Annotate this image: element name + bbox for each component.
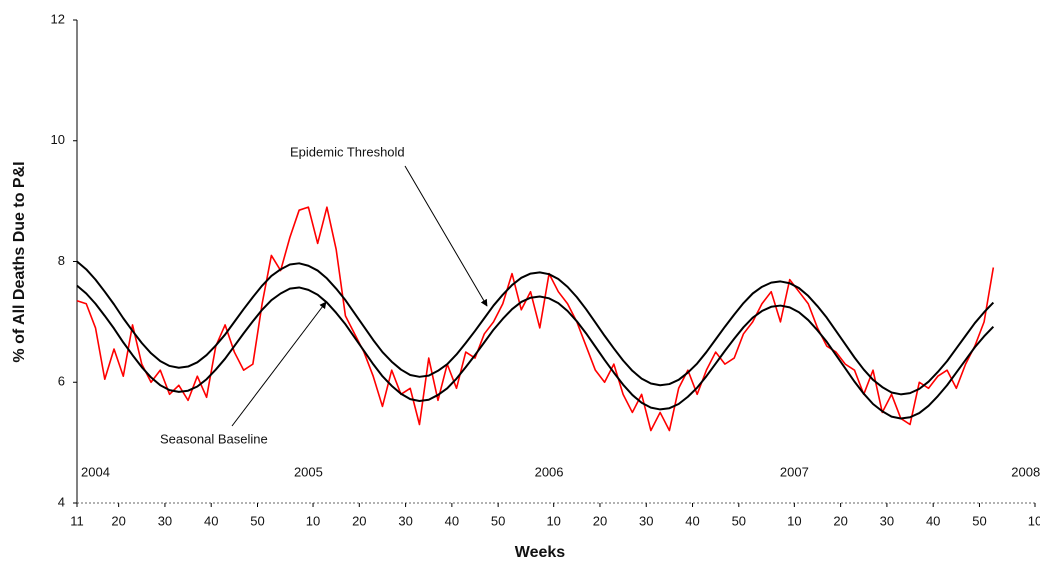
x-tick-label: 20 <box>833 513 847 528</box>
x-tick-label: 40 <box>204 513 218 528</box>
x-tick-label: 20 <box>352 513 366 528</box>
x-tick-label: 50 <box>732 513 746 528</box>
annotation-arrow <box>231 301 327 427</box>
annotation: Seasonal Baseline <box>160 431 268 446</box>
y-tick-label: 6 <box>58 374 65 389</box>
x-tick-label: 50 <box>491 513 505 528</box>
x-tick-label: 10 <box>787 513 801 528</box>
year-label: 2007 <box>780 464 809 479</box>
x-tick-label: 10 <box>546 513 560 528</box>
y-tick-label: 8 <box>58 253 65 268</box>
x-tick-label: 40 <box>685 513 699 528</box>
x-axis-title: Weeks <box>515 544 566 561</box>
y-axis-title: % of All Deaths Due to P&I <box>11 161 28 362</box>
annotation-arrow <box>404 165 488 307</box>
x-tick-label: 30 <box>880 513 894 528</box>
x-tick-label: 30 <box>158 513 172 528</box>
x-tick-label: 40 <box>926 513 940 528</box>
x-tick-label: 30 <box>639 513 653 528</box>
x-tick-label: 40 <box>445 513 459 528</box>
x-tick-label: 11 <box>70 513 84 528</box>
y-tick-label: 4 <box>58 494 65 509</box>
x-tick-label: 10 <box>1028 513 1040 528</box>
series-line <box>76 260 995 396</box>
x-tick-label: 30 <box>398 513 412 528</box>
x-tick-label: 20 <box>593 513 607 528</box>
x-tick-label: 20 <box>111 513 125 528</box>
y-tick-label: 10 <box>51 132 65 147</box>
x-tick-label: 10 <box>306 513 320 528</box>
x-tick-label: 50 <box>250 513 264 528</box>
annotation: Epidemic Threshold <box>290 144 405 159</box>
year-label: 2008 <box>1011 464 1040 479</box>
series-line <box>76 206 995 432</box>
series-line <box>76 284 995 420</box>
y-tick-label: 12 <box>51 11 65 26</box>
year-label: 2004 <box>81 464 110 479</box>
year-label: 2006 <box>535 464 564 479</box>
year-label: 2005 <box>294 464 323 479</box>
x-tick-label: 50 <box>972 513 986 528</box>
